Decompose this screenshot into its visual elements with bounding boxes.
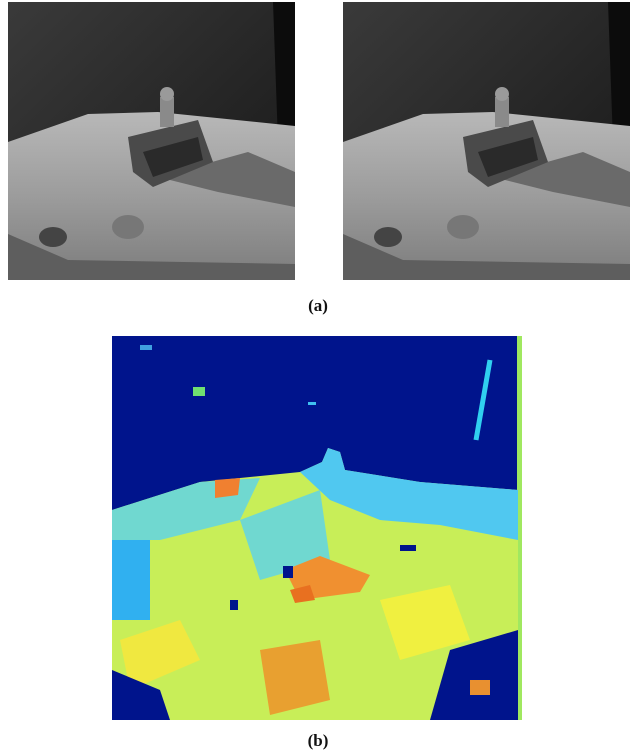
stereo-pair	[8, 2, 630, 280]
right-image	[343, 2, 630, 280]
panel-label: (a)	[308, 296, 328, 315]
disparity-map	[112, 336, 522, 720]
figure: (a) (b)	[0, 0, 636, 753]
left-image	[8, 2, 295, 280]
panel-label: (b)	[308, 731, 329, 750]
